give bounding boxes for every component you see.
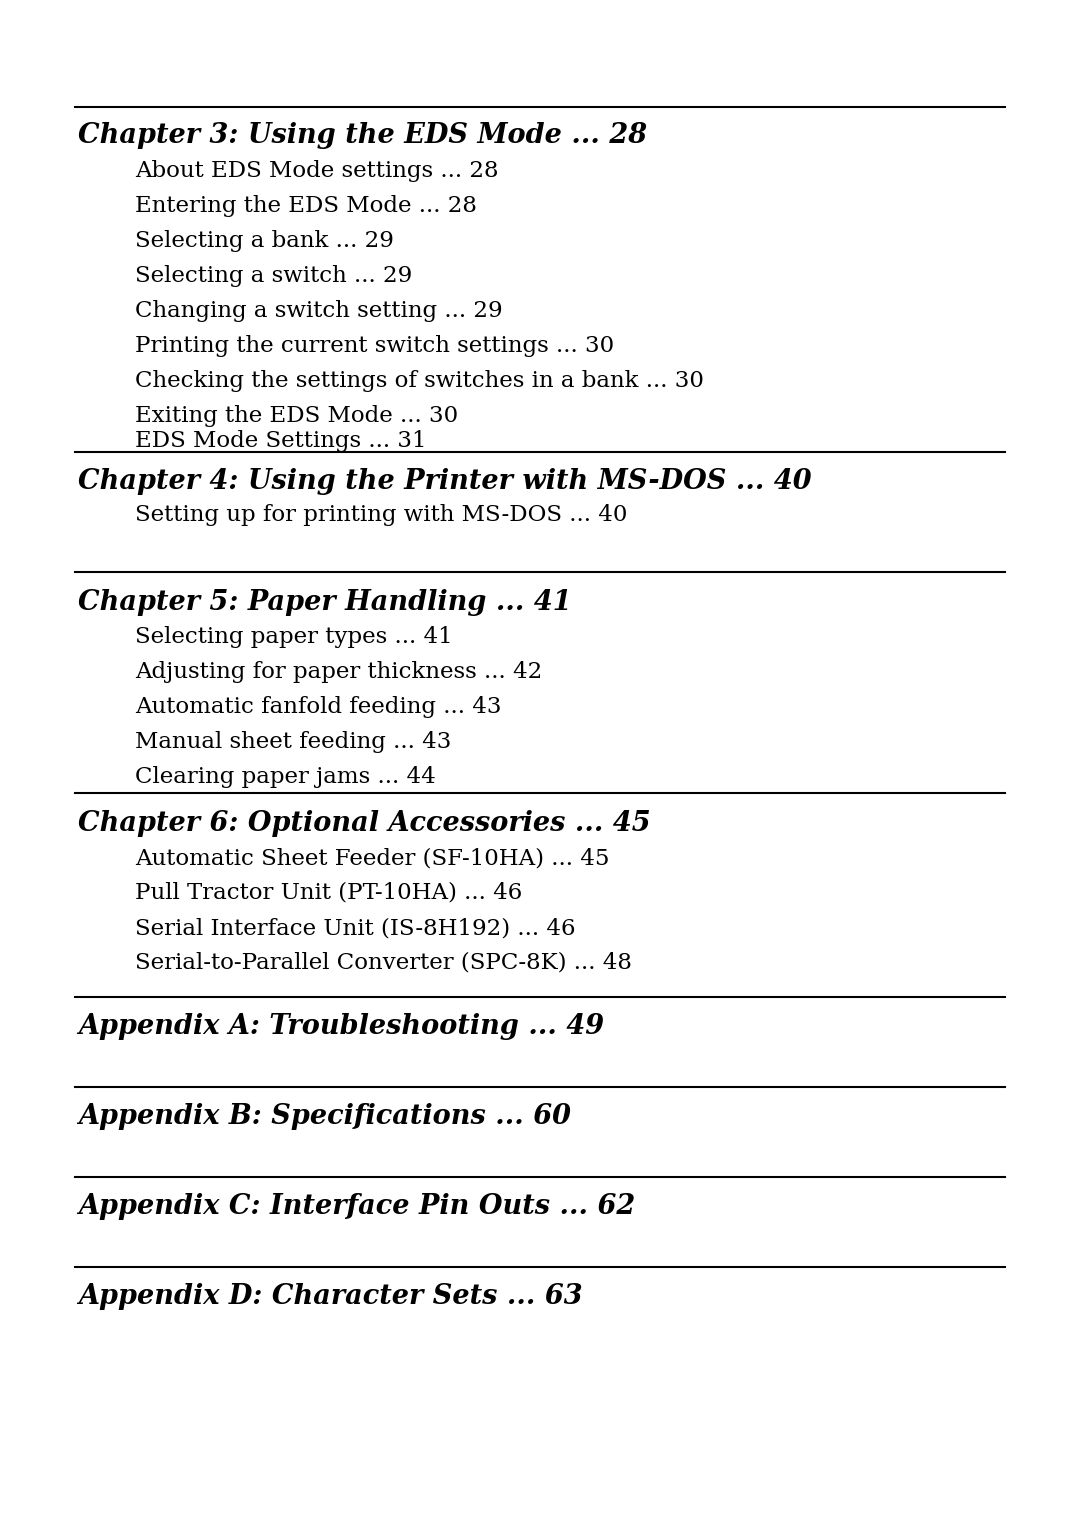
Text: Automatic Sheet Feeder (SF-10HA) ... 45: Automatic Sheet Feeder (SF-10HA) ... 45 [135,847,609,868]
Text: Serial Interface Unit (IS-8H192) ... 46: Serial Interface Unit (IS-8H192) ... 46 [135,917,576,939]
Text: Adjusting for paper thickness ... 42: Adjusting for paper thickness ... 42 [135,661,542,683]
Text: Appendix B: Specifications ... 60: Appendix B: Specifications ... 60 [78,1102,571,1130]
Text: Appendix D: Character Sets ... 63: Appendix D: Character Sets ... 63 [78,1283,582,1310]
Text: Printing the current switch settings ... 30: Printing the current switch settings ...… [135,335,615,356]
Text: Automatic fanfold feeding ... 43: Automatic fanfold feeding ... 43 [135,696,501,719]
Text: Appendix C: Interface Pin Outs ... 62: Appendix C: Interface Pin Outs ... 62 [78,1193,635,1220]
Text: Chapter 3: Using the EDS Mode ... 28: Chapter 3: Using the EDS Mode ... 28 [78,122,647,148]
Text: Chapter 5: Paper Handling ... 41: Chapter 5: Paper Handling ... 41 [78,589,571,616]
Text: About EDS Mode settings ... 28: About EDS Mode settings ... 28 [135,161,499,182]
Text: Entering the EDS Mode ... 28: Entering the EDS Mode ... 28 [135,196,477,217]
Text: Chapter 4: Using the Printer with MS-DOS ... 40: Chapter 4: Using the Printer with MS-DOS… [78,468,812,495]
Text: Selecting a switch ... 29: Selecting a switch ... 29 [135,265,413,287]
Text: Exiting the EDS Mode ... 30: Exiting the EDS Mode ... 30 [135,405,458,427]
Text: EDS Mode Settings ... 31: EDS Mode Settings ... 31 [135,430,427,453]
Text: Selecting paper types ... 41: Selecting paper types ... 41 [135,625,453,648]
Text: Manual sheet feeding ... 43: Manual sheet feeding ... 43 [135,731,451,752]
Text: Serial-to-Parallel Converter (SPC-8K) ... 48: Serial-to-Parallel Converter (SPC-8K) ..… [135,953,632,974]
Text: Checking the settings of switches in a bank ... 30: Checking the settings of switches in a b… [135,370,704,391]
Text: Selecting a bank ... 29: Selecting a bank ... 29 [135,229,394,252]
Text: Changing a switch setting ... 29: Changing a switch setting ... 29 [135,300,502,323]
Text: Clearing paper jams ... 44: Clearing paper jams ... 44 [135,766,435,787]
Text: Setting up for printing with MS-DOS ... 40: Setting up for printing with MS-DOS ... … [135,505,627,526]
Text: Chapter 6: Optional Accessories ... 45: Chapter 6: Optional Accessories ... 45 [78,810,650,836]
Text: Pull Tractor Unit (PT-10HA) ... 46: Pull Tractor Unit (PT-10HA) ... 46 [135,882,523,904]
Text: Appendix A: Troubleshooting ... 49: Appendix A: Troubleshooting ... 49 [78,1014,604,1040]
